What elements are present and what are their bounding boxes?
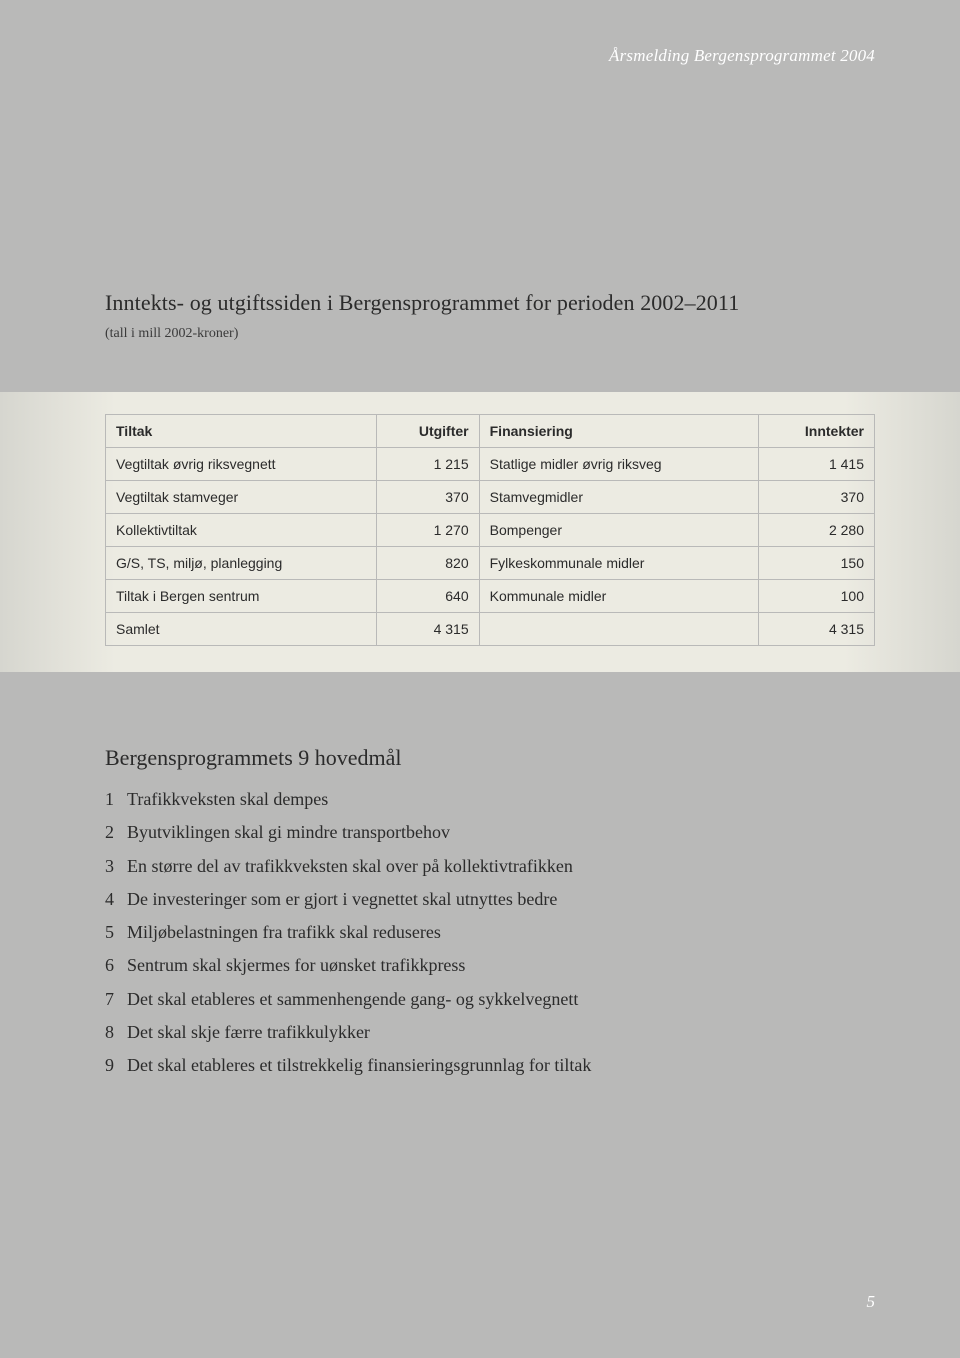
cell-utgifter: 1 270 xyxy=(377,514,479,547)
cell-inntekter: 150 xyxy=(758,547,874,580)
cell-tiltak: G/S, TS, miljø, planlegging xyxy=(106,547,377,580)
table-title: Inntekts- og utgiftssiden i Bergensprogr… xyxy=(105,290,739,316)
goal-text: Det skal etableres et tilstrekkelig fina… xyxy=(127,1049,591,1082)
table-row: G/S, TS, miljø, planlegging 820 Fylkesko… xyxy=(106,547,875,580)
goal-number: 5 xyxy=(105,916,127,949)
cell-tiltak: Kollektivtiltak xyxy=(106,514,377,547)
cell-utgifter: 4 315 xyxy=(377,613,479,646)
col-finansiering: Finansiering xyxy=(479,415,758,448)
cell-inntekter: 1 415 xyxy=(758,448,874,481)
cell-inntekter: 2 280 xyxy=(758,514,874,547)
goal-number: 3 xyxy=(105,850,127,883)
cell-utgifter: 370 xyxy=(377,481,479,514)
col-inntekter: Inntekter xyxy=(758,415,874,448)
goals-section: Bergensprogrammets 9 hovedmål 1 Trafikkv… xyxy=(105,745,875,1083)
cell-finansiering: Stamvegmidler xyxy=(479,481,758,514)
cell-finansiering: Statlige midler øvrig riksveg xyxy=(479,448,758,481)
cell-tiltak: Samlet xyxy=(106,613,377,646)
goal-number: 8 xyxy=(105,1016,127,1049)
cell-finansiering xyxy=(479,613,758,646)
goal-item: 8 Det skal skje færre trafikkulykker xyxy=(105,1016,875,1049)
cell-inntekter: 4 315 xyxy=(758,613,874,646)
page-number: 5 xyxy=(867,1292,876,1312)
goal-text: En større del av trafikkveksten skal ove… xyxy=(127,850,573,883)
cell-finansiering: Kommunale midler xyxy=(479,580,758,613)
table-subtitle: (tall i mill 2002-kroner) xyxy=(105,326,739,342)
goal-text: Det skal skje færre trafikkulykker xyxy=(127,1016,370,1049)
goal-text: Det skal etableres et sammenhengende gan… xyxy=(127,983,578,1016)
table-header-row: Tiltak Utgifter Finansiering Inntekter xyxy=(106,415,875,448)
table-row: Vegtiltak øvrig riksvegnett 1 215 Statli… xyxy=(106,448,875,481)
cell-inntekter: 100 xyxy=(758,580,874,613)
running-header: Årsmelding Bergensprogrammet 2004 xyxy=(609,46,875,66)
goal-item: 9 Det skal etableres et tilstrekkelig fi… xyxy=(105,1049,875,1082)
goal-item: 1 Trafikkveksten skal dempes xyxy=(105,783,875,816)
goal-item: 4 De investeringer som er gjort i vegnet… xyxy=(105,883,875,916)
cell-utgifter: 820 xyxy=(377,547,479,580)
goals-title: Bergensprogrammets 9 hovedmål xyxy=(105,745,875,771)
goal-number: 9 xyxy=(105,1049,127,1082)
table-row: Tiltak i Bergen sentrum 640 Kommunale mi… xyxy=(106,580,875,613)
goal-number: 6 xyxy=(105,949,127,982)
goal-number: 7 xyxy=(105,983,127,1016)
goal-number: 4 xyxy=(105,883,127,916)
goal-item: 2 Byutviklingen skal gi mindre transport… xyxy=(105,816,875,849)
finance-table: Tiltak Utgifter Finansiering Inntekter V… xyxy=(105,414,875,646)
table-title-block: Inntekts- og utgiftssiden i Bergensprogr… xyxy=(105,290,739,342)
cell-utgifter: 1 215 xyxy=(377,448,479,481)
goal-item: 3 En større del av trafikkveksten skal o… xyxy=(105,850,875,883)
goal-number: 2 xyxy=(105,816,127,849)
finance-table-panel: Tiltak Utgifter Finansiering Inntekter V… xyxy=(0,392,960,672)
cell-inntekter: 370 xyxy=(758,481,874,514)
table-row-total: Samlet 4 315 4 315 xyxy=(106,613,875,646)
goal-number: 1 xyxy=(105,783,127,816)
goal-text: De investeringer som er gjort i vegnette… xyxy=(127,883,557,916)
cell-utgifter: 640 xyxy=(377,580,479,613)
goal-item: 6 Sentrum skal skjermes for uønsket traf… xyxy=(105,949,875,982)
cell-tiltak: Vegtiltak øvrig riksvegnett xyxy=(106,448,377,481)
goal-text: Byutviklingen skal gi mindre transportbe… xyxy=(127,816,450,849)
table-row: Vegtiltak stamveger 370 Stamvegmidler 37… xyxy=(106,481,875,514)
col-tiltak: Tiltak xyxy=(106,415,377,448)
cell-tiltak: Vegtiltak stamveger xyxy=(106,481,377,514)
col-utgifter: Utgifter xyxy=(377,415,479,448)
table-row: Kollektivtiltak 1 270 Bompenger 2 280 xyxy=(106,514,875,547)
goal-item: 5 Miljøbelastningen fra trafikk skal red… xyxy=(105,916,875,949)
cell-finansiering: Fylkeskommunale midler xyxy=(479,547,758,580)
goal-text: Miljøbelastningen fra trafikk skal redus… xyxy=(127,916,441,949)
cell-tiltak: Tiltak i Bergen sentrum xyxy=(106,580,377,613)
goal-text: Sentrum skal skjermes for uønsket trafik… xyxy=(127,949,465,982)
goal-item: 7 Det skal etableres et sammenhengende g… xyxy=(105,983,875,1016)
cell-finansiering: Bompenger xyxy=(479,514,758,547)
goal-text: Trafikkveksten skal dempes xyxy=(127,783,328,816)
